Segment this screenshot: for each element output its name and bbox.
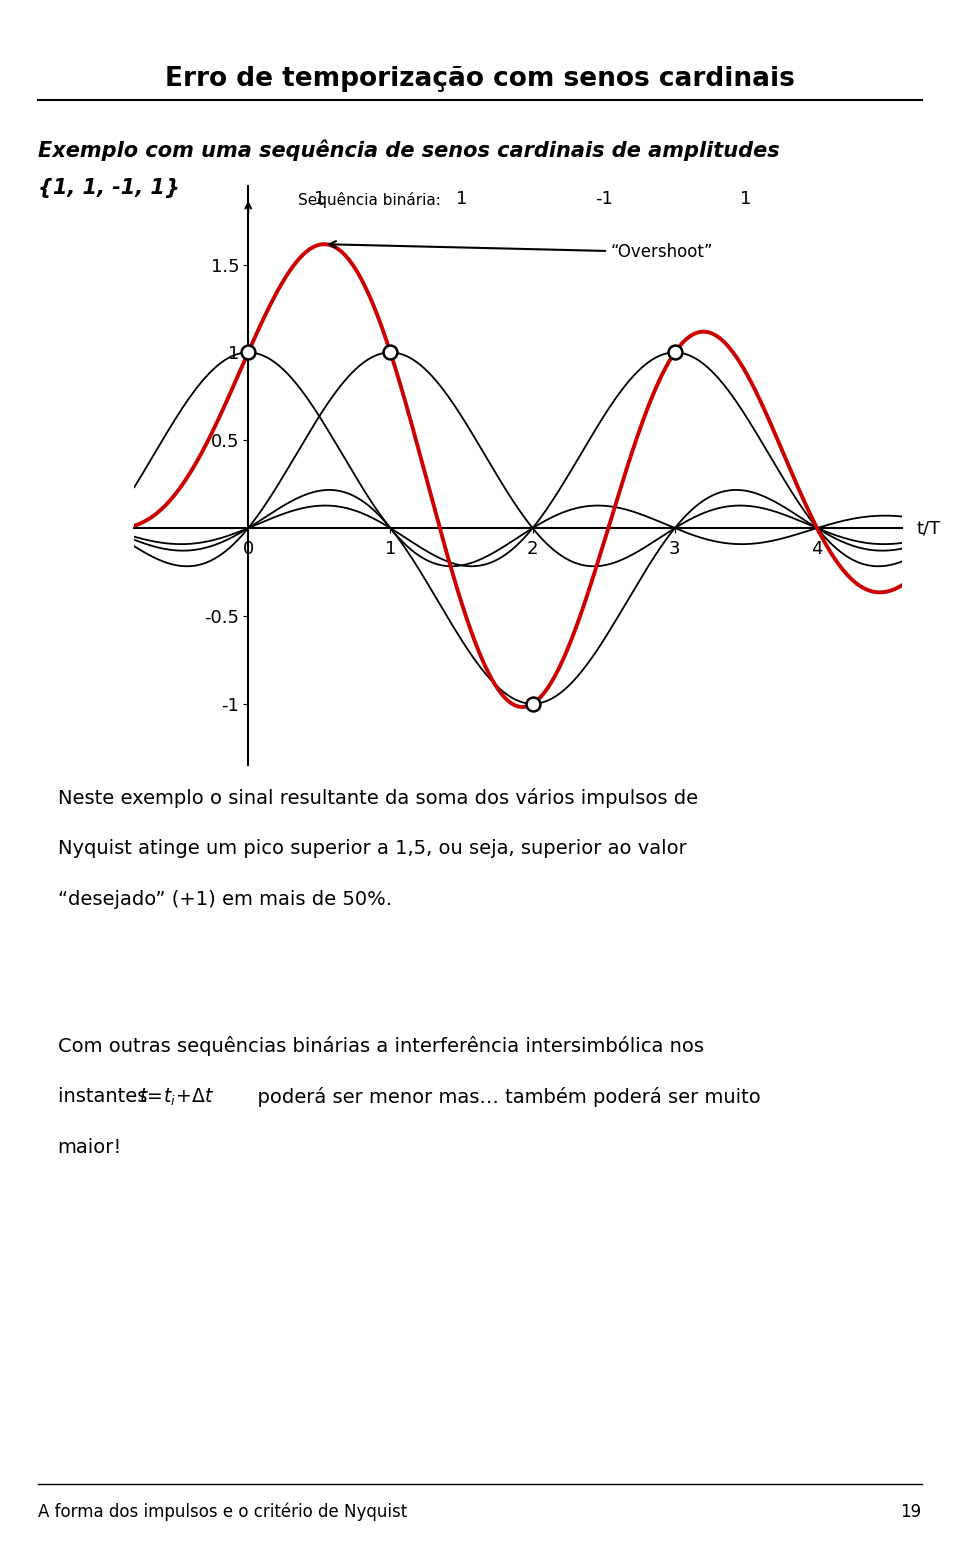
Text: instantes: instantes xyxy=(58,1087,154,1105)
Text: Sequência binária:: Sequência binária: xyxy=(298,192,441,209)
Text: A forma dos impulsos e o critério de Nyquist: A forma dos impulsos e o critério de Nyq… xyxy=(38,1503,408,1521)
Text: {1, 1, -1, 1}: {1, 1, -1, 1} xyxy=(38,178,180,198)
Text: “desejado” (+1) em mais de 50%.: “desejado” (+1) em mais de 50%. xyxy=(58,890,392,909)
Text: Erro de temporização com senos cardinais: Erro de temporização com senos cardinais xyxy=(165,66,795,93)
Text: 1: 1 xyxy=(314,190,325,209)
Text: 1: 1 xyxy=(456,190,468,209)
Text: maior!: maior! xyxy=(58,1138,122,1156)
Text: -1: -1 xyxy=(595,190,612,209)
Text: poderá ser menor mas… também poderá ser muito: poderá ser menor mas… também poderá ser … xyxy=(245,1087,760,1107)
Text: “Overshoot”: “Overshoot” xyxy=(329,241,713,261)
Text: 1: 1 xyxy=(740,190,752,209)
Text: Nyquist atinge um pico superior a 1,5, ou seja, superior ao valor: Nyquist atinge um pico superior a 1,5, o… xyxy=(58,839,686,858)
Text: t/T: t/T xyxy=(917,519,941,536)
Text: Com outras sequências binárias a interferência intersimbólica nos: Com outras sequências binárias a interfe… xyxy=(58,1036,704,1056)
Text: 19: 19 xyxy=(900,1503,922,1521)
Text: Neste exemplo o sinal resultante da soma dos vários impulsos de: Neste exemplo o sinal resultante da soma… xyxy=(58,788,698,809)
Text: Exemplo com uma sequência de senos cardinais de amplitudes: Exemplo com uma sequência de senos cardi… xyxy=(38,139,780,161)
Text: $t\!=\!t_i\!+\!\Delta t$: $t\!=\!t_i\!+\!\Delta t$ xyxy=(139,1087,215,1108)
